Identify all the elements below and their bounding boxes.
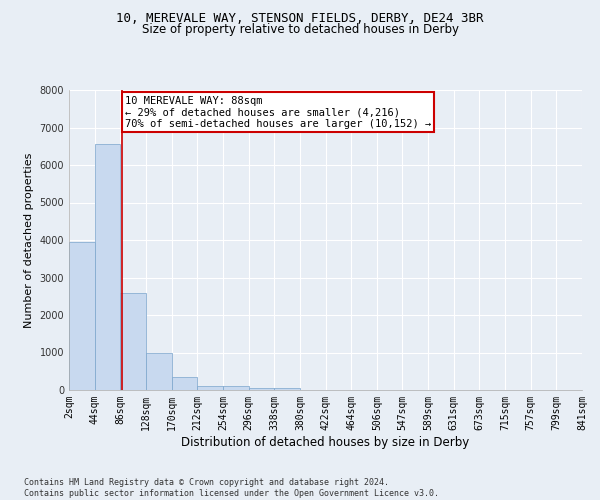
Bar: [121, 292, 146, 390]
Bar: [146, 354, 172, 390]
Y-axis label: Number of detached properties: Number of detached properties: [24, 152, 34, 328]
Text: 10 MEREVALE WAY: 88sqm
← 29% of detached houses are smaller (4,216)
70% of semi-: 10 MEREVALE WAY: 88sqm ← 29% of detached…: [125, 96, 431, 129]
Text: Contains HM Land Registry data © Crown copyright and database right 2024.
Contai: Contains HM Land Registry data © Crown c…: [24, 478, 439, 498]
Bar: [274, 388, 300, 390]
Bar: [197, 386, 223, 390]
Bar: [249, 388, 274, 390]
Bar: [223, 386, 249, 390]
Text: 10, MEREVALE WAY, STENSON FIELDS, DERBY, DE24 3BR: 10, MEREVALE WAY, STENSON FIELDS, DERBY,…: [116, 12, 484, 26]
Bar: [69, 242, 95, 390]
Text: Size of property relative to detached houses in Derby: Size of property relative to detached ho…: [142, 22, 458, 36]
Bar: [172, 377, 197, 390]
X-axis label: Distribution of detached houses by size in Derby: Distribution of detached houses by size …: [181, 436, 470, 448]
Bar: [95, 144, 121, 390]
